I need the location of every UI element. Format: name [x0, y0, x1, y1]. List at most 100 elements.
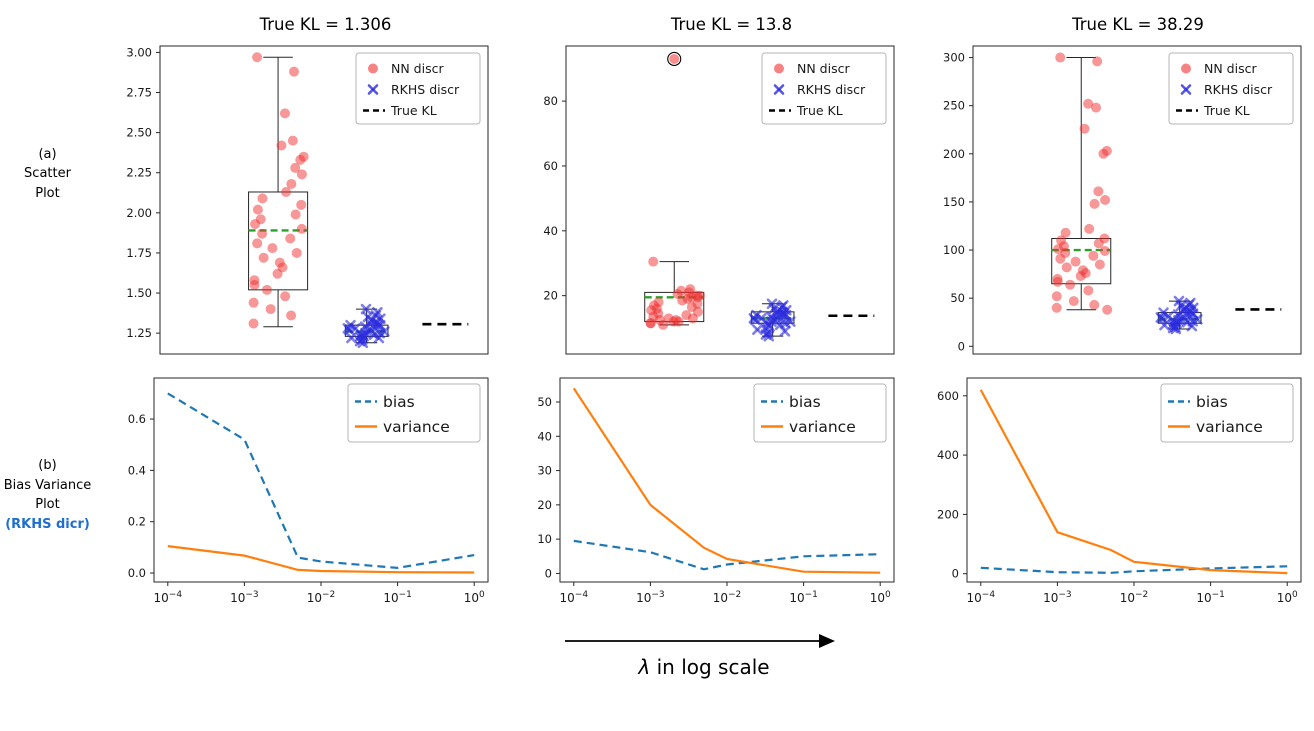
svg-text:300: 300 — [943, 51, 965, 65]
lambda-annotation: λ in log scale — [501, 620, 907, 679]
svg-text:10−3: 10−3 — [1043, 590, 1072, 605]
legend: bias variance — [1160, 383, 1293, 443]
svg-text:10−4: 10−4 — [560, 590, 589, 605]
svg-text:10: 10 — [537, 532, 552, 546]
svg-text:2.00: 2.00 — [126, 206, 152, 220]
variance-line — [572, 387, 881, 574]
row-label-b-line1: (b) — [38, 458, 57, 473]
svg-text:0.4: 0.4 — [128, 463, 146, 477]
svg-text:bias: bias — [789, 393, 821, 411]
bias-variance-plot-1: 0.0 0.2 0.4 0.6 10−4 10−3 10−2 10−1 100 bias varia… — [128, 377, 489, 605]
svg-text:200: 200 — [937, 507, 959, 521]
svg-text:0: 0 — [957, 339, 964, 353]
axes-frame — [565, 45, 895, 355]
rkhs-discr-group — [1155, 295, 1203, 335]
chart-title-1: True KL = 1.306 — [259, 15, 392, 34]
scatter-plot-2: 20 40 60 80 NN discr RKHS discr True KL — [543, 45, 895, 355]
svg-text:NN discr: NN discr — [797, 61, 850, 76]
svg-text:2.25: 2.25 — [126, 166, 152, 180]
svg-text:True KL: True KL — [1203, 103, 1250, 118]
svg-text:variance: variance — [1196, 418, 1263, 436]
svg-text:3.00: 3.00 — [126, 45, 152, 59]
svg-text:True KL: True KL — [796, 103, 843, 118]
svg-text:100: 100 — [464, 590, 485, 605]
bias-line — [573, 539, 881, 571]
chart-title-3: True KL = 38.29 — [1072, 15, 1204, 34]
svg-text:80: 80 — [543, 94, 558, 108]
svg-text:20: 20 — [543, 289, 558, 303]
svg-text:2.50: 2.50 — [126, 126, 152, 140]
bias-variance-plot-cell-1: 0.0 0.2 0.4 0.6 10−4 10−3 10−2 10−1 100 bias varia… — [95, 370, 501, 620]
svg-text:10−1: 10−1 — [383, 590, 412, 605]
legend: NN discr RKHS discr True KL — [761, 52, 887, 125]
svg-text:bias: bias — [1196, 393, 1228, 411]
svg-text:0: 0 — [545, 566, 552, 580]
axes-frame — [972, 45, 1301, 355]
svg-text:variance: variance — [383, 418, 450, 436]
svg-text:200: 200 — [943, 147, 965, 161]
svg-text:RKHS discr: RKHS discr — [797, 82, 866, 97]
svg-text:1.75: 1.75 — [126, 246, 152, 260]
legend: NN discr RKHS discr True KL — [1168, 52, 1293, 125]
svg-text:True KL: True KL — [390, 103, 437, 118]
svg-text:10−2: 10−2 — [1119, 590, 1148, 605]
svg-text:0.2: 0.2 — [128, 515, 146, 529]
row-label-a-line1: (a) — [38, 146, 57, 162]
scatter-plot-cell-1: 1.25 1.50 1.75 2.00 2.25 2.50 2.75 3.00 NN discr… — [95, 38, 501, 370]
scatter-plot-3: 0 50 100 150 200 250 300 NN discr RKHS discr True… — [943, 45, 1301, 355]
svg-text:bias: bias — [383, 393, 415, 411]
svg-text:40: 40 — [543, 224, 558, 238]
svg-text:10−1: 10−1 — [1196, 590, 1225, 605]
variance-line — [979, 389, 1287, 575]
svg-text:RKHS discr: RKHS discr — [391, 82, 460, 97]
legend: bias variance — [347, 383, 481, 443]
svg-text:10−4: 10−4 — [966, 590, 995, 605]
svg-text:1.25: 1.25 — [126, 326, 152, 340]
svg-text:10−2: 10−2 — [713, 590, 742, 605]
row-label-b-line4: (RKHS dicr) — [5, 516, 90, 532]
svg-text:2.75: 2.75 — [126, 86, 152, 100]
svg-text:10−2: 10−2 — [307, 590, 336, 605]
scatter-plot-cell-3: 0 50 100 150 200 250 300 NN discr RKHS discr True… — [907, 38, 1314, 370]
svg-text:40: 40 — [537, 429, 552, 443]
scatter-plot-1: 1.25 1.50 1.75 2.00 2.25 2.50 2.75 3.00 NN discr… — [126, 45, 489, 355]
svg-text:50: 50 — [950, 291, 965, 305]
lambda-symbol: λ — [638, 655, 651, 679]
svg-text:250: 250 — [943, 99, 965, 113]
svg-text:10−1: 10−1 — [789, 590, 818, 605]
figure: True KL = 1.306 True KL = 13.8 True KL =… — [0, 4, 1314, 679]
lambda-axis-label: λ in log scale — [638, 655, 769, 679]
bias-variance-plot-cell-3: 0 200 400 600 10−4 10−3 10−2 10−1 100 bias varianc… — [907, 370, 1314, 620]
svg-text:0.6: 0.6 — [128, 412, 146, 426]
lambda-text: in log scale — [650, 655, 770, 679]
svg-text:NN discr: NN discr — [391, 61, 444, 76]
rkhs-discr-group — [342, 303, 390, 349]
svg-text:100: 100 — [870, 590, 891, 605]
chart-title-2: True KL = 13.8 — [670, 15, 793, 34]
bias-variance-plot-cell-2: 0 10 20 30 40 50 10−4 10−3 10−2 10−1 100 bias varian… — [501, 370, 907, 620]
bias-variance-plot-2: 0 10 20 30 40 50 10−4 10−3 10−2 10−1 100 bias varian… — [537, 377, 895, 605]
svg-text:10−4: 10−4 — [154, 590, 183, 605]
rkhs-discr-group — [748, 298, 796, 342]
legend: NN discr RKHS discr True KL — [355, 52, 481, 125]
svg-text:10−3: 10−3 — [636, 590, 665, 605]
row-label-b-line3: Plot — [35, 497, 60, 512]
bias-line — [167, 392, 475, 570]
right-arrow-icon — [565, 634, 835, 648]
nn-discr-group — [1050, 52, 1112, 315]
row-label-a-line2: Scatter — [24, 166, 71, 182]
svg-text:0: 0 — [951, 567, 958, 581]
svg-text:600: 600 — [937, 389, 959, 403]
svg-text:100: 100 — [1276, 590, 1297, 605]
nn-discr-group — [644, 51, 705, 330]
svg-text:100: 100 — [943, 243, 965, 257]
svg-text:60: 60 — [543, 159, 558, 173]
svg-text:400: 400 — [937, 448, 959, 462]
svg-text:20: 20 — [537, 498, 552, 512]
variance-line — [167, 545, 475, 574]
axes-frame — [159, 45, 489, 355]
svg-text:10−3: 10−3 — [230, 590, 259, 605]
svg-text:0.0: 0.0 — [128, 566, 146, 580]
title-spacer — [0, 4, 95, 38]
row-label-b: (b) Bias Variance Plot (RKHS dicr) — [0, 370, 95, 620]
